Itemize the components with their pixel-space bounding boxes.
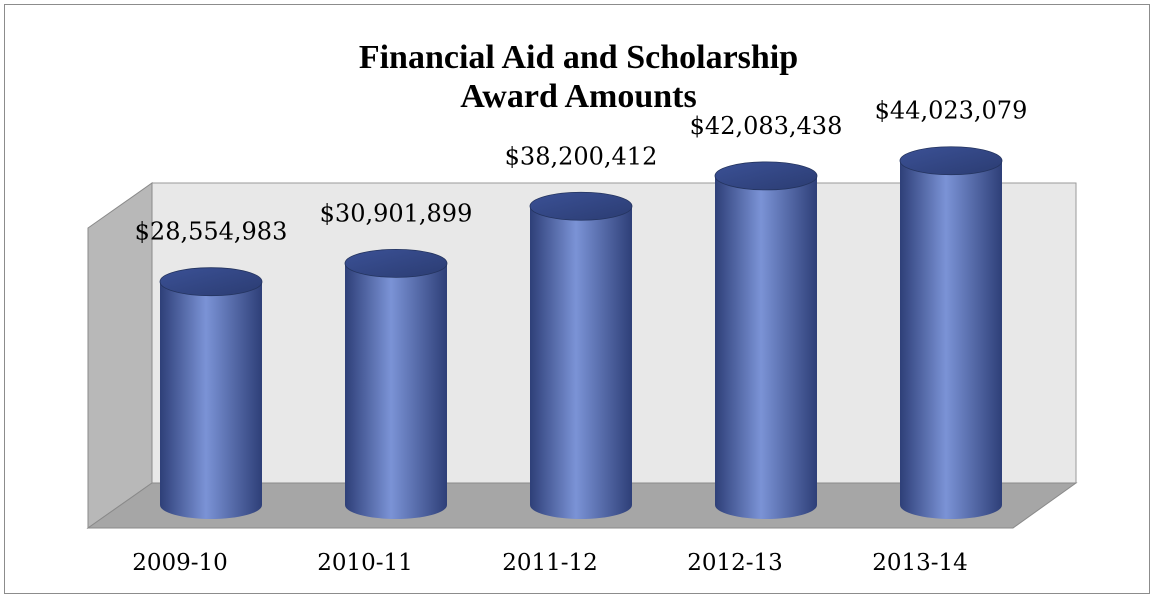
bar-cap-2009-10	[159, 267, 263, 297]
bar-cap-2013-14	[899, 146, 1003, 176]
bar-2013-14	[900, 160, 1002, 520]
bar-2010-11	[345, 263, 447, 519]
category-label-2013-14: 2013-14	[872, 550, 968, 576]
value-label-2009-10: $28,554,983	[135, 218, 288, 246]
value-label-2012-13: $42,083,438	[690, 112, 843, 140]
category-label-2010-11: 2010-11	[317, 550, 413, 576]
bar-cap-2010-11	[344, 248, 448, 278]
bar-cap-2012-13	[714, 161, 818, 191]
value-label-2011-12: $38,200,412	[505, 142, 658, 170]
chart-title-line-2: Award Amounts	[460, 78, 697, 115]
chart-title: Financial Aid and Scholarship Award Amou…	[0, 38, 1157, 116]
value-label-2013-14: $44,023,079	[875, 97, 1028, 125]
category-label-2009-10: 2009-10	[132, 550, 228, 576]
chart-title-line-1: Financial Aid and Scholarship	[358, 39, 799, 76]
bar-2011-12	[530, 206, 632, 520]
category-label-2012-13: 2012-13	[687, 550, 783, 576]
bar-2009-10	[160, 281, 262, 519]
value-label-2010-11: $30,901,899	[320, 199, 473, 227]
category-label-2011-12: 2011-12	[502, 550, 598, 576]
bar-2012-13	[715, 175, 817, 519]
bar-cap-2011-12	[529, 191, 633, 221]
